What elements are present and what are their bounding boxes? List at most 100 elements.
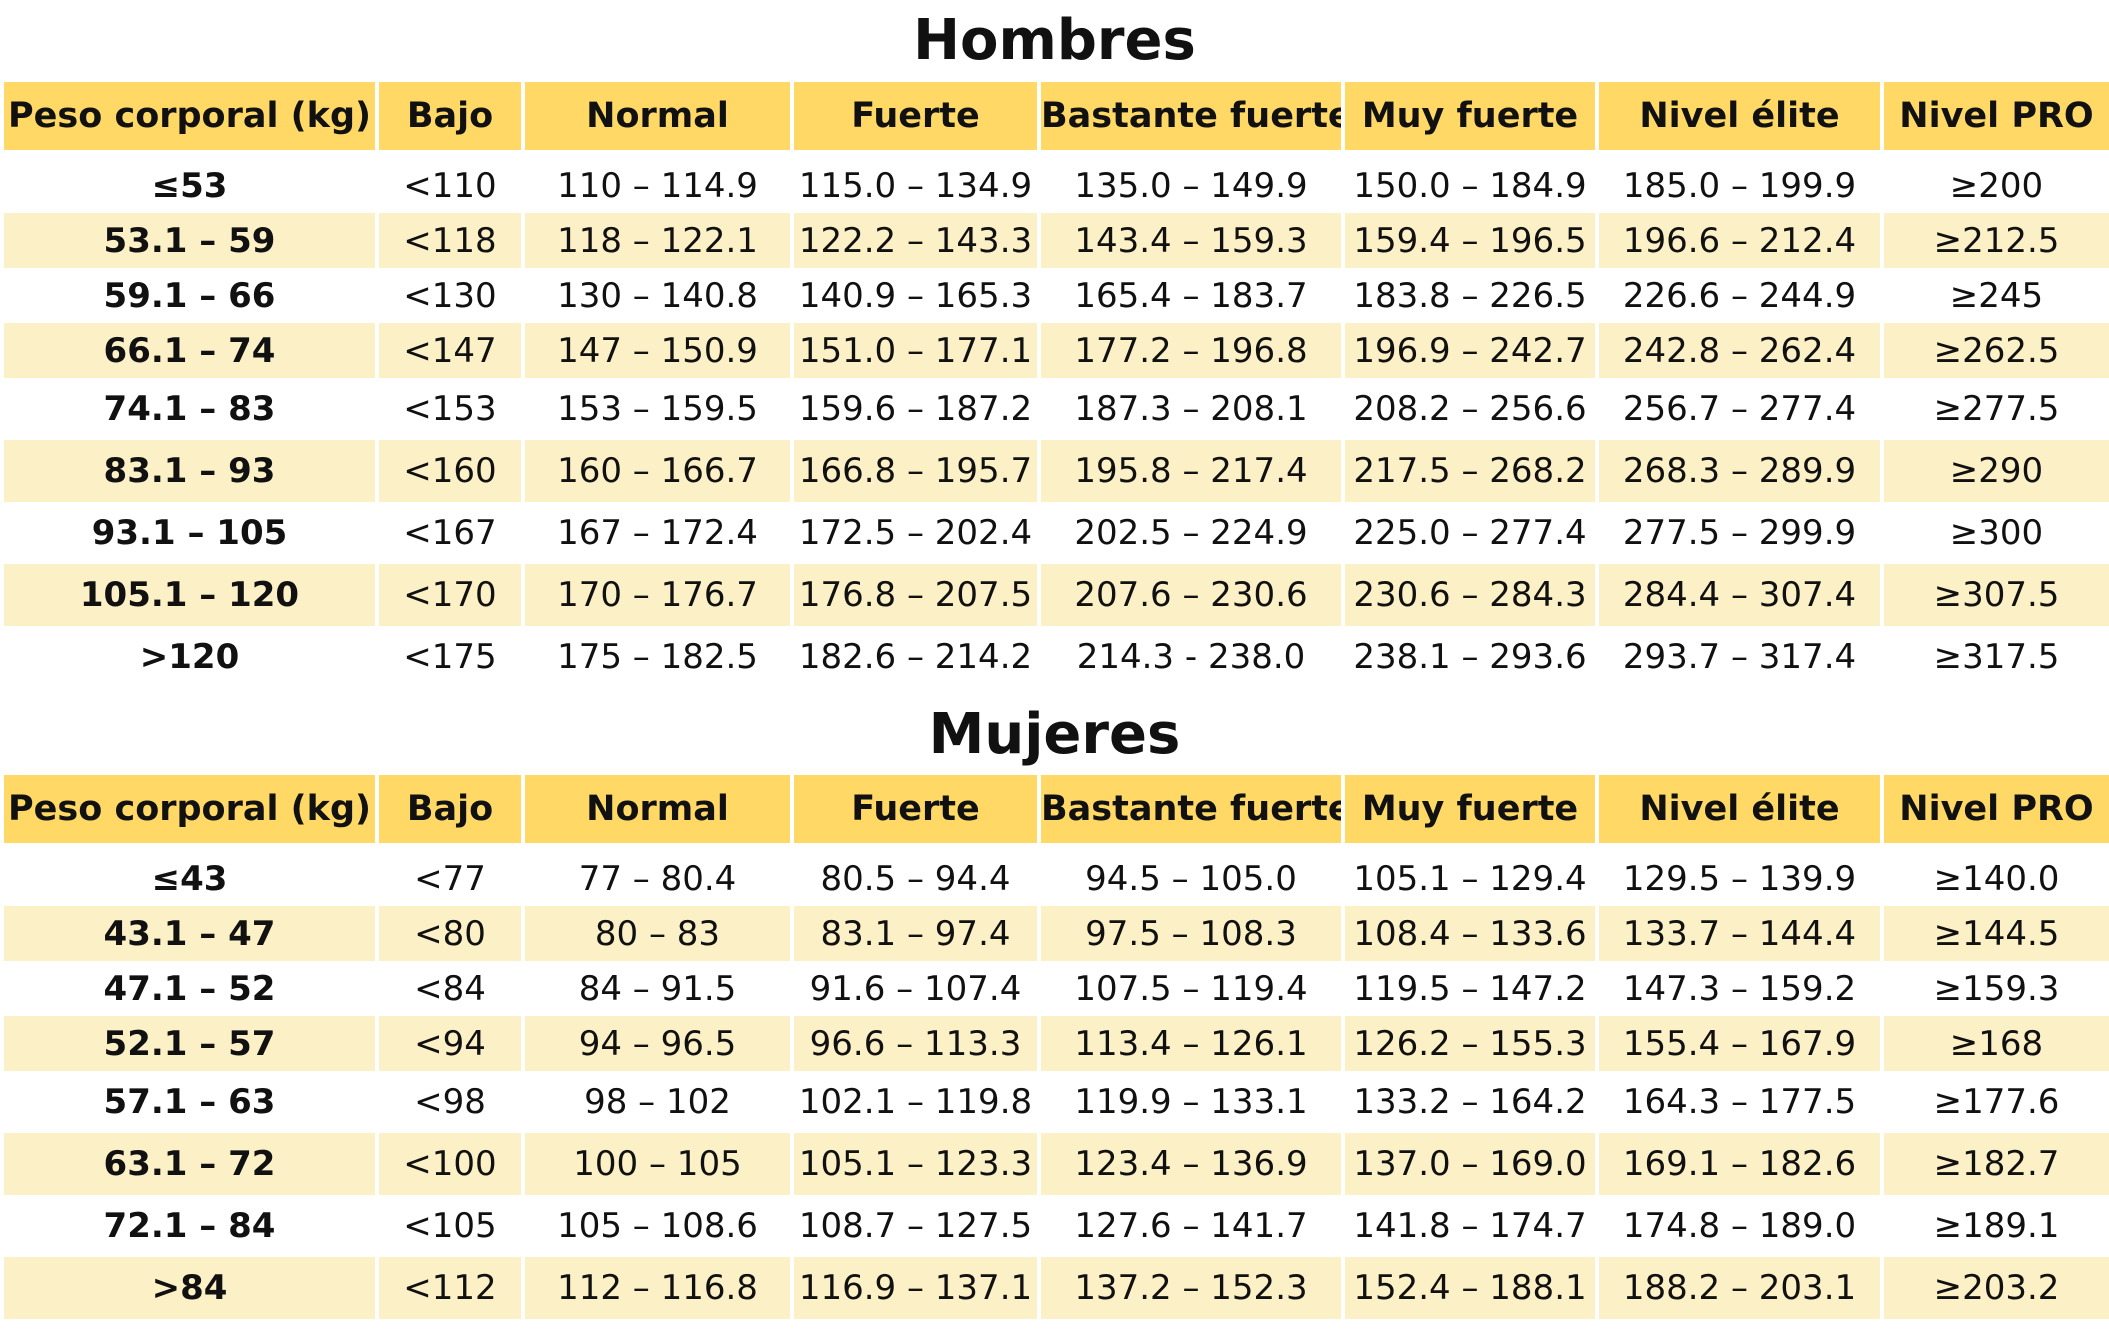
value-cell: 107.5 – 119.4 [1074,968,1308,1009]
value-cell: 147.3 – 159.2 [1622,968,1857,1009]
value-cell: <110 [403,165,497,206]
weight-class-cell: 47.1 – 52 [103,968,276,1009]
value-cell: 225.0 – 277.4 [1353,513,1587,553]
value-cell: 159.6 – 187.2 [798,389,1033,429]
value-cell: 80.5 – 94.4 [820,858,1011,899]
value-cell: 214.3 - 238.0 [1076,637,1306,677]
weight-class-cell: 105.1 – 120 [4,564,375,626]
value-cell: <167 [403,513,497,553]
value-cell: 202.5 – 224.9 [1074,513,1308,553]
column-header: Nivel élite [1599,82,1880,150]
header-row: Peso corporal (kg) Bajo Normal Fuerte Bastan… [4,82,2109,150]
value-cell: 115.0 – 134.9 [798,165,1033,206]
value-cell: <94 [379,1016,521,1071]
value-cell: 113.4 – 126.1 [1041,1016,1341,1071]
value-cell: 172.5 – 202.4 [798,513,1033,553]
value-cell: ≥300 [1949,513,2044,553]
value-cell: 164.3 – 177.5 [1622,1082,1857,1122]
table-row: 66.1 – 74 <147 147 – 150.9 151.0 – 177.1 177… [4,323,2109,378]
value-cell: 195.8 – 217.4 [1041,440,1341,502]
value-cell: 105.1 – 123.3 [794,1133,1037,1195]
weight-class-cell: 52.1 – 57 [4,1016,375,1071]
table-mujeres: Peso corporal (kg) Bajo Normal Fuerte Bastan… [0,775,2109,1319]
value-cell: ≥168 [1884,1016,2109,1071]
table-row: 52.1 – 57 <94 94 – 96.5 96.6 – 113.3 113.4 –… [4,1016,2109,1071]
value-cell: 126.2 – 155.3 [1345,1016,1595,1071]
value-cell: <130 [403,275,497,316]
column-header: Peso corporal (kg) [4,775,375,843]
value-cell: 147 – 150.9 [525,323,790,378]
value-cell: 242.8 – 262.4 [1599,323,1880,378]
value-cell: 143.4 – 159.3 [1041,213,1341,268]
value-cell: 217.5 – 268.2 [1345,440,1595,502]
value-cell: 127.6 – 141.7 [1074,1206,1308,1246]
value-cell: 135.0 – 149.9 [1074,165,1308,206]
value-cell: 77 – 80.4 [578,858,737,899]
value-cell: 207.6 – 230.6 [1041,564,1341,626]
value-cell: 108.4 – 133.6 [1345,906,1595,961]
table-hombres: Peso corporal (kg) Bajo Normal Fuerte Bastan… [0,82,2109,688]
column-header: Bastante fuerte [1041,775,1341,843]
table-row: 43.1 – 47 <80 80 – 83 83.1 – 97.4 97.5 – 108… [4,906,2109,961]
value-cell: 130 – 140.8 [557,275,758,316]
value-cell: 188.2 – 203.1 [1599,1257,1880,1319]
value-cell: <100 [379,1133,521,1195]
value-cell: <112 [379,1257,521,1319]
value-cell: ≥262.5 [1884,323,2109,378]
value-cell: 284.4 – 307.4 [1599,564,1880,626]
value-cell: <170 [379,564,521,626]
table-row: 63.1 – 72 <100 100 – 105 105.1 – 123.3 123.4… [4,1133,2109,1195]
value-cell: ≥189.1 [1933,1206,2060,1246]
table-row: 57.1 – 63 <98 98 – 102 102.1 – 119.8 119.9 –… [4,1071,2109,1133]
weight-class-cell: >120 [139,637,240,677]
table-row: 53.1 – 59 <118 118 – 122.1 122.2 – 143.3 143… [4,213,2109,268]
weight-class-cell: 53.1 – 59 [4,213,375,268]
value-cell: 141.8 – 174.7 [1353,1206,1587,1246]
spacer-cell [4,150,2109,158]
value-cell: 268.3 – 289.9 [1599,440,1880,502]
value-cell: 153 – 159.5 [557,389,758,429]
column-header: Bajo [379,82,521,150]
value-cell: 94.5 – 105.0 [1085,858,1297,899]
weight-class-cell: 72.1 – 84 [103,1206,276,1246]
value-cell: ≥182.7 [1884,1133,2109,1195]
value-cell: ≥144.5 [1884,906,2109,961]
section-title-hombres: Hombres [913,8,1196,73]
value-cell: 256.7 – 277.4 [1622,389,1857,429]
value-cell: ≥177.6 [1933,1082,2060,1122]
value-cell: <160 [379,440,521,502]
value-cell: <98 [414,1082,486,1122]
value-cell: <77 [414,858,486,899]
weight-class-cell: 59.1 – 66 [103,275,276,316]
value-cell: 112 – 116.8 [525,1257,790,1319]
spacer-cell [4,843,2109,851]
value-cell: ≥290 [1884,440,2109,502]
weight-class-cell: ≤43 [151,858,228,899]
value-cell: 80 – 83 [525,906,790,961]
value-cell: 119.5 – 147.2 [1353,968,1587,1009]
column-header: Nivel PRO [1884,775,2109,843]
value-cell: 96.6 – 113.3 [794,1016,1037,1071]
value-cell: 152.4 – 188.1 [1345,1257,1595,1319]
value-cell: <118 [379,213,521,268]
value-cell: 160 – 166.7 [525,440,790,502]
value-cell: ≥159.3 [1933,968,2060,1009]
value-cell: ≥307.5 [1884,564,2109,626]
value-cell: 177.2 – 196.8 [1041,323,1341,378]
value-cell: 105 – 108.6 [557,1206,758,1246]
value-cell: 119.9 – 133.1 [1074,1082,1308,1122]
value-cell: 102.1 – 119.8 [798,1082,1033,1122]
value-cell: 94 – 96.5 [525,1016,790,1071]
value-cell: 84 – 91.5 [578,968,737,1009]
weight-class-cell: 43.1 – 47 [4,906,375,961]
column-header: Peso corporal (kg) [4,82,375,150]
table-row: 47.1 – 52 <84 84 – 91.5 91.6 – 107.4 107.5 –… [4,961,2109,1016]
spacer-row [4,843,2109,851]
table-row: 83.1 – 93 <160 160 – 166.7 166.8 – 195.7 195… [4,440,2109,502]
value-cell: 226.6 – 244.9 [1622,275,1857,316]
value-cell: 187.3 – 208.1 [1074,389,1308,429]
column-header: Fuerte [794,82,1037,150]
column-header: Normal [525,82,790,150]
value-cell: <80 [379,906,521,961]
value-cell: 176.8 – 207.5 [794,564,1037,626]
